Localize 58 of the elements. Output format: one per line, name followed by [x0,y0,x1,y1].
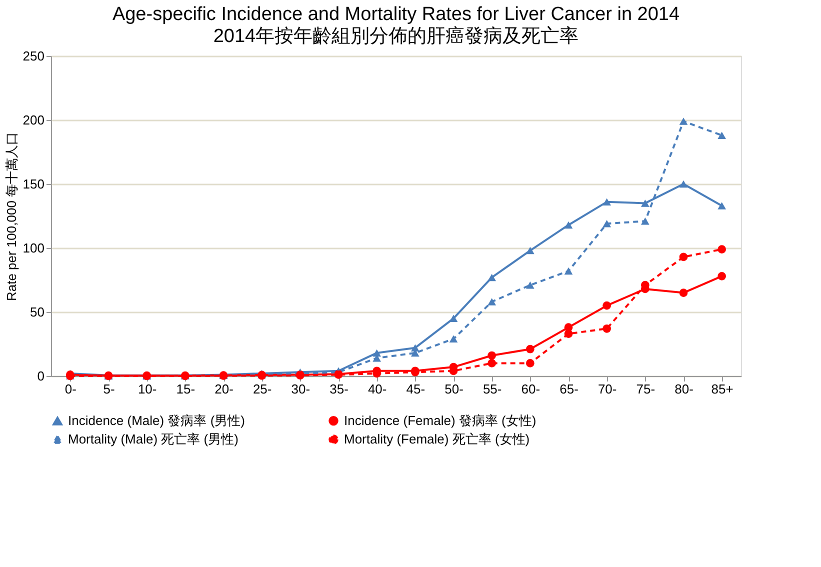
point [564,221,573,229]
y-tick-label: 150 [22,176,44,192]
point [679,118,688,125]
y-tick-label: 200 [22,112,44,128]
y-tick-label: 0 [37,368,44,384]
point [679,252,688,262]
y-tick-label: 50 [30,304,44,320]
x-tick-label: 80- [674,382,694,396]
x-tick-label: 35- [330,382,348,396]
point [718,132,726,139]
point [640,217,650,225]
point [679,180,688,188]
point [679,288,688,297]
point [488,274,496,282]
x-tick-label: 0- [64,382,76,396]
x-tick-label: 5- [103,382,115,396]
point [640,200,650,207]
x-tick-label: 85+ [711,382,734,396]
legend-label: Incidence (Male) 發病率 (男性) [68,413,245,428]
point [449,335,458,343]
x-tick-label: 25- [252,382,272,396]
point [718,272,726,280]
x-tick-label: 30- [291,382,310,396]
legend-label: Mortality (Female) 死亡率 (女性) [344,432,530,446]
x-tick-label: 10- [138,382,157,396]
point [488,351,496,360]
y-axis-title: Rate per 100,000 每十萬人口 [4,132,19,302]
point [526,344,534,354]
legend-label: Mortality (Male) 死亡率 (男性) [68,432,238,446]
x-tick-label: 70- [598,382,617,396]
legend-label: Incidence (Female) 發病率 (女性) [344,412,536,428]
point [602,301,612,310]
x-tick-label: 20- [214,382,234,396]
x-tick-label: 15- [176,382,196,396]
point [410,344,420,352]
point [602,198,612,206]
point [564,267,573,275]
x-tick-label: 65- [560,382,578,396]
x-tick-label: 50- [444,382,464,396]
point [718,202,726,210]
point [602,324,612,333]
point [526,281,534,289]
x-tick-label: 60- [521,382,540,396]
point [564,330,573,338]
point [718,245,726,254]
point [526,359,534,368]
x-tick-label: 45- [406,382,426,396]
x-tick-label: 75- [636,382,656,396]
x-tick-label: 55- [482,382,502,396]
chart-title: Age-specific Incidence and Mortality Rates for Liver Cancer in 2014 [112,4,680,25]
y-tick-label: 250 [22,48,44,64]
chart-subtitle: 2014年按年齡組別分佈的肝癌發病及死亡率 [213,25,579,47]
y-tick-label: 100 [22,240,44,256]
point [526,246,534,254]
point [488,298,496,306]
x-tick-label: 40- [368,382,387,396]
point [602,220,612,228]
point [488,359,496,368]
